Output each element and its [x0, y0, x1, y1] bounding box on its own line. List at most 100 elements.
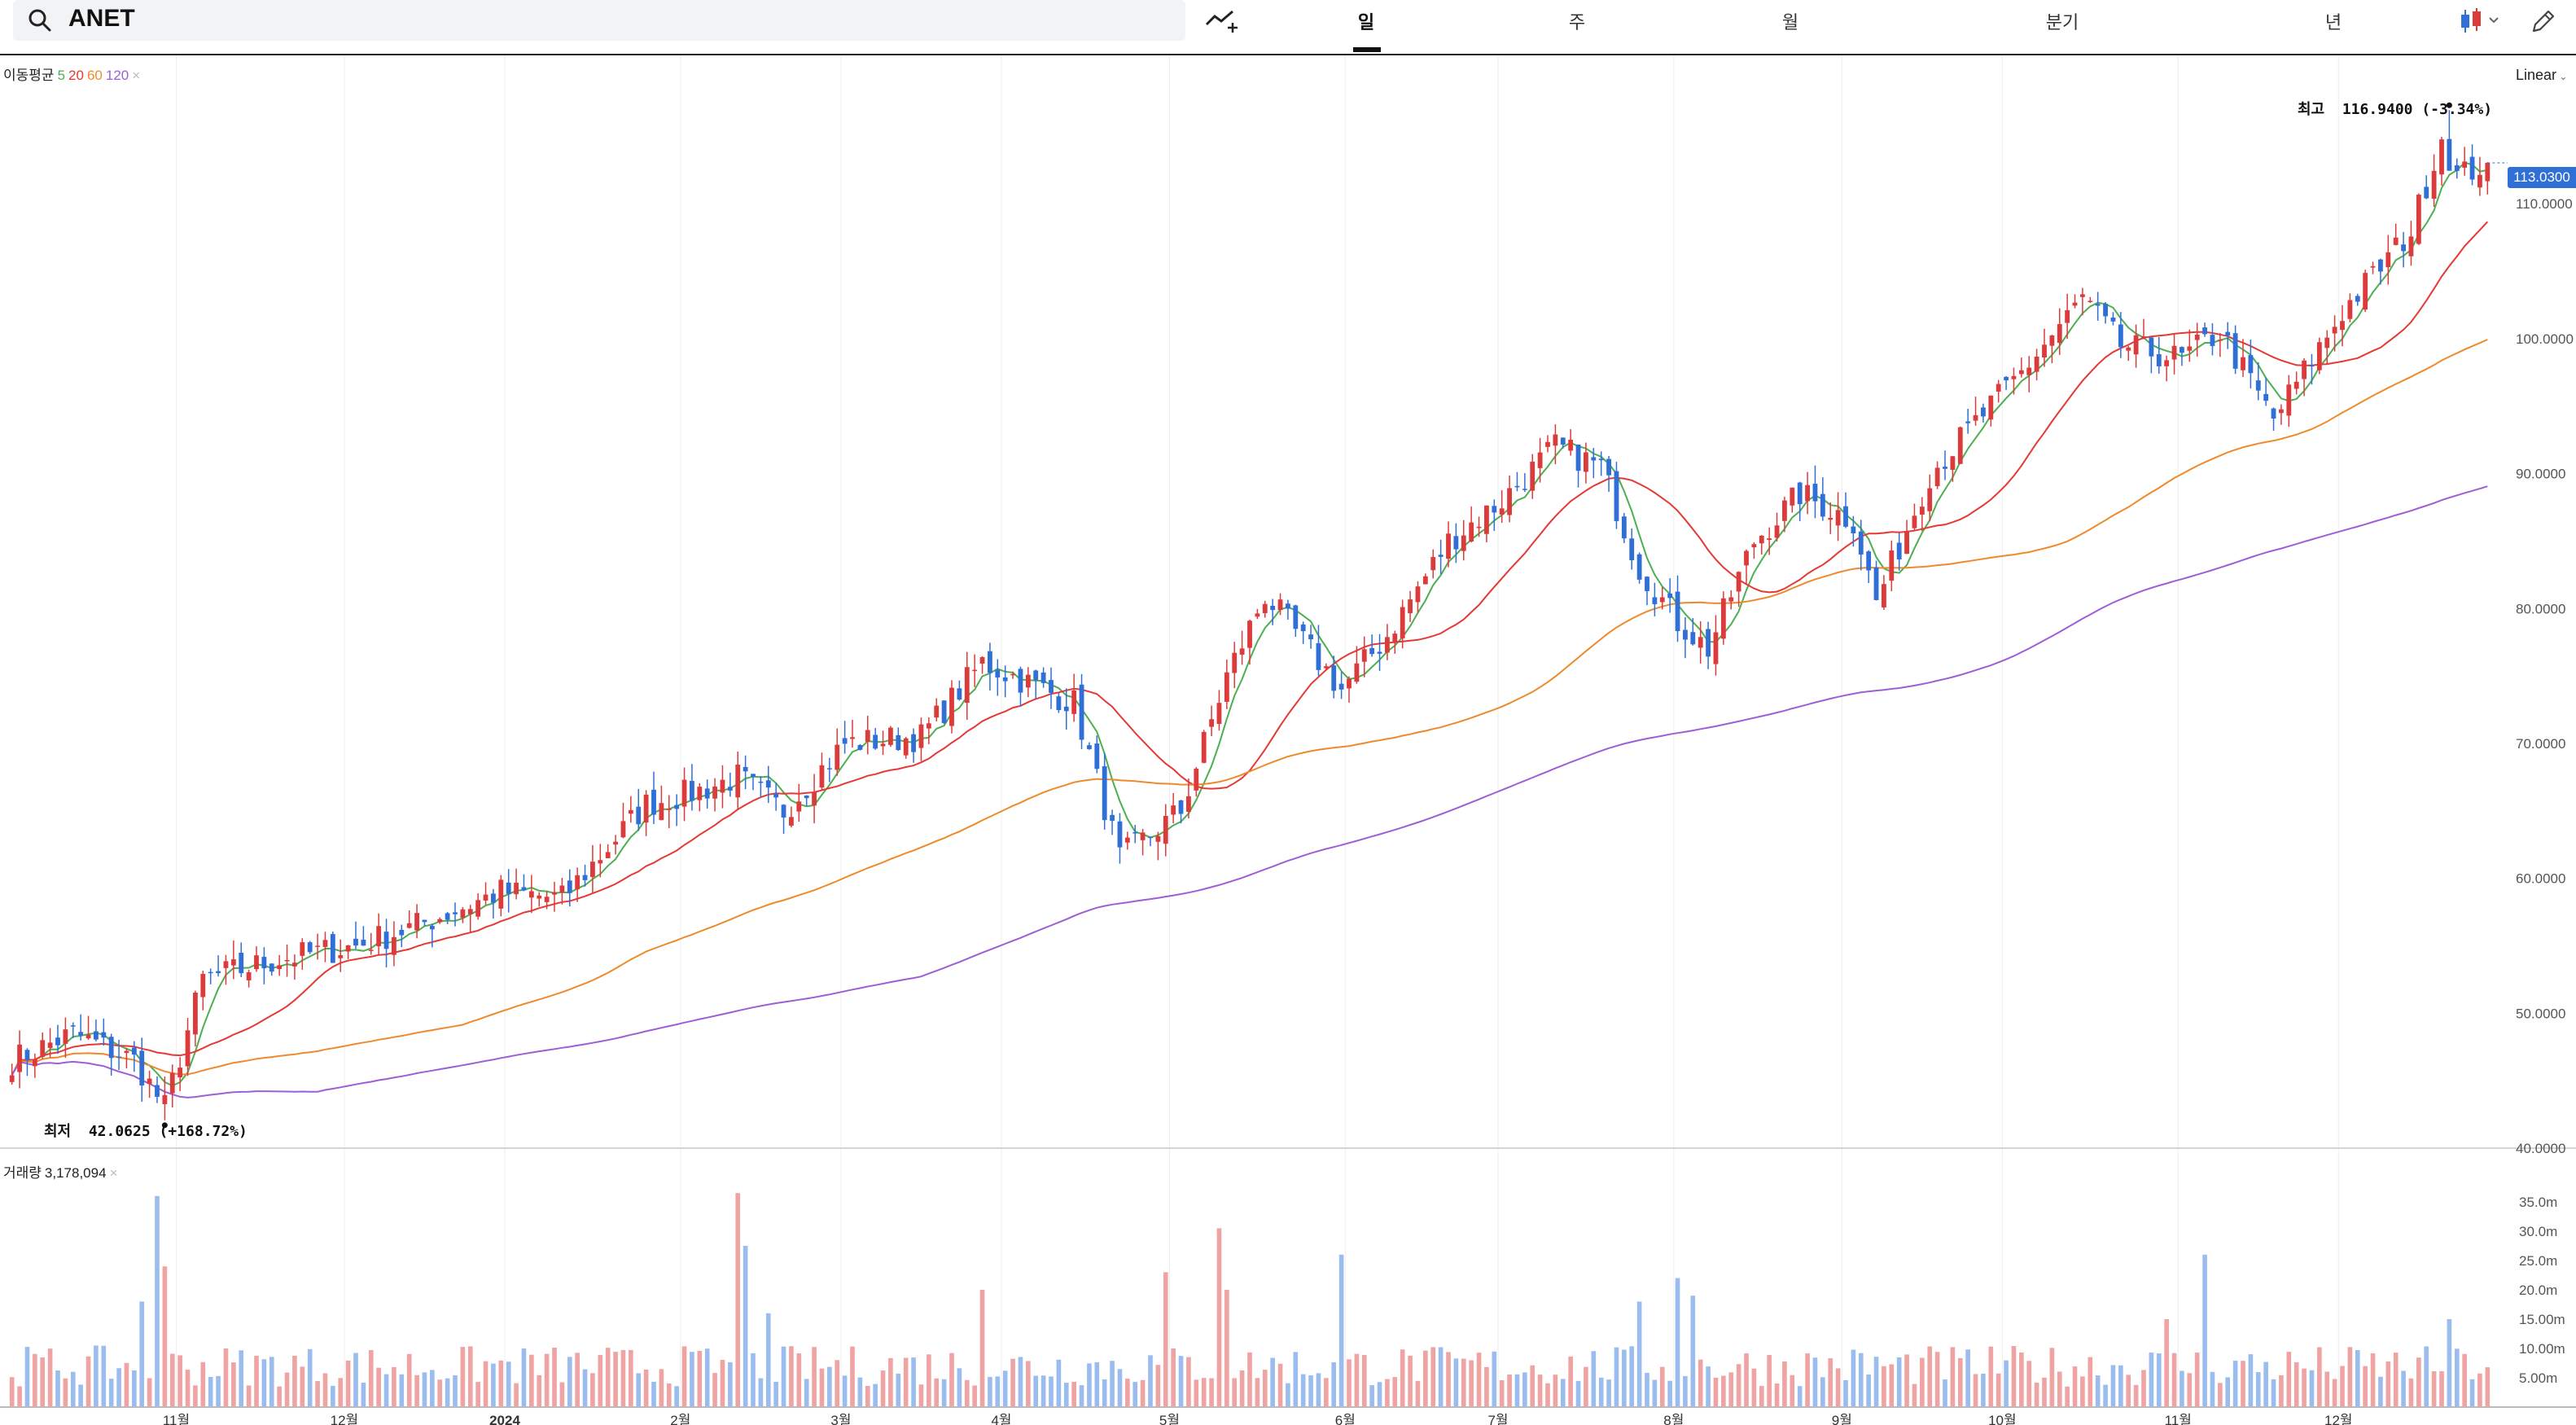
- tab-week[interactable]: 주: [1568, 12, 1586, 33]
- volume-bar: [1713, 1377, 1719, 1407]
- candle-body: [55, 1037, 60, 1046]
- volume-bar: [1934, 1352, 1940, 1407]
- volume-bar: [1706, 1366, 1711, 1407]
- x-month-label: 5월: [1159, 1413, 1180, 1425]
- volume-bar: [728, 1361, 733, 1407]
- candle-body: [1323, 666, 1329, 669]
- tab-quarter[interactable]: 분기: [2045, 12, 2079, 33]
- candle-body: [826, 768, 832, 770]
- candle-body: [949, 687, 954, 726]
- volume-bar: [1063, 1383, 1069, 1407]
- candle-body: [1255, 613, 1260, 617]
- candle-body: [1820, 493, 1825, 517]
- volume-bar: [1033, 1375, 1039, 1407]
- volume-bar: [1782, 1361, 1787, 1407]
- candle-body: [406, 923, 412, 928]
- volume-bar: [1194, 1379, 1199, 1407]
- candle-body: [300, 942, 305, 956]
- x-month-label: 7월: [1487, 1413, 1508, 1425]
- volume-bar: [2385, 1361, 2391, 1407]
- volume-bar: [812, 1347, 817, 1407]
- volume-bar: [1438, 1347, 1444, 1407]
- candle-body: [2332, 327, 2337, 334]
- candle-body: [1828, 517, 1833, 520]
- tab-day[interactable]: 일: [1357, 12, 1375, 33]
- symbol-search-input[interactable]: ANET: [68, 5, 135, 32]
- volume-bar: [2232, 1361, 2238, 1407]
- x-month-label: 2월: [670, 1413, 690, 1425]
- chevron-down-icon: ⌄: [2556, 71, 2568, 82]
- candle-body: [261, 957, 267, 969]
- x-month-label: 11월: [2165, 1413, 2192, 1425]
- volume-bar: [231, 1362, 236, 1407]
- candle-body: [2469, 156, 2475, 180]
- scale-mode-dropdown[interactable]: Linear ⌄: [2516, 67, 2567, 84]
- candle-body: [1713, 632, 1719, 664]
- candle-body: [1973, 414, 1978, 421]
- close-icon[interactable]: ×: [109, 1165, 118, 1181]
- symbol-search-box[interactable]: ANET: [13, 0, 1185, 41]
- candle-body: [659, 803, 664, 821]
- high-label: 최고: [2298, 101, 2325, 118]
- volume-bar: [941, 1379, 947, 1407]
- candle-body: [155, 1085, 160, 1097]
- candle-body: [1155, 835, 1161, 842]
- volume-bar: [1568, 1356, 1573, 1407]
- candle-body: [979, 657, 985, 664]
- candle-body: [1652, 597, 1658, 604]
- stock-chart[interactable]: 11월 12월 2024 2월 3월 4월 5월 6월 7월 8월 9월 10월 11월 12월 40.00…: [0, 54, 2576, 1425]
- volume-bar: [1904, 1354, 1909, 1407]
- candle-body: [2309, 365, 2315, 367]
- tab-year[interactable]: 년: [2324, 12, 2342, 33]
- candle-body: [1087, 745, 1092, 749]
- volume-bar: [1300, 1374, 1306, 1407]
- candle-body: [116, 1056, 121, 1059]
- volume-bar: [827, 1366, 832, 1407]
- ma-legend-label: 이동평균: [3, 68, 55, 83]
- volume-bar: [2309, 1370, 2315, 1407]
- tab-month[interactable]: 월: [1781, 12, 1799, 33]
- candle-body: [1286, 603, 1290, 609]
- candle-body: [1148, 836, 1153, 839]
- volume-bar: [582, 1369, 588, 1407]
- candle-body: [2171, 345, 2177, 360]
- volume-bar: [789, 1346, 794, 1407]
- candle-body: [453, 912, 458, 914]
- active-tab-indicator: [1353, 47, 1381, 52]
- volume-bar: [261, 1359, 267, 1407]
- candle-body: [1239, 648, 1245, 655]
- candle-body: [2293, 381, 2299, 389]
- volume-bar: [620, 1349, 626, 1407]
- pencil-icon[interactable]: [2529, 7, 2556, 36]
- volume-bar: [575, 1353, 580, 1407]
- candle-body: [2302, 360, 2307, 379]
- candle-body: [399, 929, 405, 936]
- candle-body: [544, 897, 550, 902]
- indicator-add-icon[interactable]: [1203, 5, 1239, 37]
- candle-body: [2042, 344, 2047, 358]
- volume-bar: [2332, 1379, 2337, 1407]
- current-price-tag: 113.0300: [2508, 167, 2576, 188]
- candle-body: [338, 955, 344, 958]
- volume-bar: [1400, 1349, 1405, 1407]
- close-icon[interactable]: ×: [132, 68, 141, 83]
- candle-body: [1469, 522, 1474, 542]
- volume-bar: [2378, 1376, 2383, 1407]
- volume-bar: [1079, 1385, 1084, 1407]
- volume-tick-label: 10.00m: [2519, 1341, 2565, 1357]
- candle-style-icon[interactable]: [2457, 7, 2501, 36]
- volume-bar: [1896, 1357, 1902, 1407]
- candle-body: [2393, 237, 2399, 245]
- candle-body: [2141, 336, 2146, 338]
- volume-bar: [765, 1313, 771, 1407]
- candle-body: [230, 959, 236, 966]
- x-month-label: 12월: [331, 1413, 359, 1425]
- candle-body: [2454, 165, 2460, 172]
- volume-bar: [155, 1195, 160, 1407]
- volume-bar: [2469, 1379, 2475, 1407]
- candle-body: [1361, 649, 1367, 662]
- volume-bar: [1606, 1379, 1611, 1407]
- volume-bar: [1186, 1357, 1191, 1407]
- candle-body: [1904, 531, 1909, 555]
- candle-body: [1912, 515, 1917, 528]
